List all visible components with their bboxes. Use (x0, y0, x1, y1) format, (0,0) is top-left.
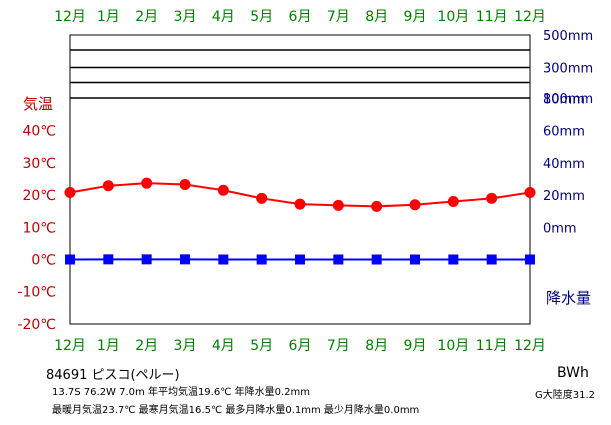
month-label-bottom: 8月 (365, 338, 388, 354)
plot-grid (70, 49, 530, 99)
top-month-labels: 12月 1月 2月 3月 4月 5月 6月 7月 8月 9月 10月 11月 12月 (54, 9, 546, 25)
precipitation-point (333, 254, 344, 265)
precipitation-tick-label: 40mm (543, 157, 585, 172)
precipitation-tick-label: 20mm (543, 189, 585, 204)
precipitation-point (525, 254, 535, 265)
temperature-point (217, 184, 229, 196)
plot-area-border (69, 34, 531, 325)
precipitation-tick-label: 300mm (543, 62, 593, 77)
month-label-top: 8月 (365, 9, 388, 25)
climate-classification: BWh (557, 365, 589, 381)
precipitation-point (65, 254, 75, 265)
month-label-top: 11月 (476, 9, 508, 25)
temperature-tick-label: 20℃ (22, 188, 56, 204)
temperature-point (64, 187, 76, 199)
precipitation-point (371, 254, 382, 265)
month-label-bottom: 4月 (212, 338, 235, 354)
month-label-top: 3月 (174, 9, 197, 25)
temperature-point (141, 177, 153, 189)
month-label-bottom: 1月 (97, 338, 120, 354)
precipitation-point (295, 254, 305, 265)
month-label-bottom: 11月 (476, 338, 508, 354)
bottom-month-labels: 12月 1月 2月 3月 4月 5月 6月 7月 8月 9月 10月 11月 12月 (54, 338, 546, 354)
precipitation-point (103, 254, 114, 265)
temperature-point (371, 200, 383, 212)
precipitation-point (486, 254, 497, 265)
month-label-top: 2月 (135, 9, 158, 25)
precipitation-tick-label: 60mm (543, 125, 585, 140)
month-label-top: 6月 (289, 9, 312, 25)
plot-frame (69, 34, 531, 325)
month-label-top: 5月 (250, 9, 273, 25)
temperature-point (294, 198, 306, 210)
data-series (64, 177, 536, 265)
temperature-point (524, 187, 536, 199)
precipitation-tick-label: 100mm (543, 92, 593, 107)
temperature-point (486, 192, 498, 204)
month-label-top: 7月 (327, 9, 350, 25)
month-label-top: 12月 (514, 9, 546, 25)
precipitation-point (218, 254, 229, 265)
precipitation-point (410, 254, 420, 265)
month-label-bottom: 2月 (135, 338, 158, 354)
precipitation-tick-label: 500mm (543, 29, 593, 44)
precipitation-point (180, 254, 190, 265)
precipitation-point (448, 254, 459, 265)
temperature-tick-label: 40℃ (22, 124, 56, 140)
station-coordinates-line: 13.7S 76.2W 7.0m 年平均気温19.6℃ 年降水量0.2mm (52, 387, 311, 398)
temperature-point (409, 199, 421, 211)
temperature-tick-label: 10℃ (22, 220, 56, 236)
month-label-bottom: 5月 (250, 338, 273, 354)
month-label-top: 12月 (54, 9, 86, 25)
month-label-top: 4月 (212, 9, 235, 25)
month-label-bottom: 10月 (437, 338, 469, 354)
month-label-bottom: 6月 (289, 338, 312, 354)
precipitation-point (141, 254, 152, 265)
month-label-top: 10月 (437, 9, 469, 25)
temperature-point (332, 199, 344, 211)
month-label-bottom: 7月 (327, 338, 350, 354)
month-label-bottom: 12月 (514, 338, 546, 354)
precipitation-axis-title: 降水量 (546, 289, 591, 307)
temperature-point (447, 196, 459, 208)
month-label-bottom: 9月 (404, 338, 427, 354)
month-label-bottom: 3月 (174, 338, 197, 354)
precipitation-point (256, 254, 267, 265)
temperature-axis: 気温 40℃ 30℃ 20℃ 10℃ 0℃ -10℃ -20℃ (17, 95, 56, 333)
temperature-tick-label: 30℃ (22, 156, 56, 172)
station-extremes-line: 最暖月気温23.7℃ 最寒月気温16.5℃ 最多月降水量0.1mm 最少月降水量… (52, 405, 420, 416)
temperature-point (256, 192, 268, 204)
climate-chart: 12月 1月 2月 3月 4月 5月 6月 7月 8月 9月 10月 11月 12月 12月 1月 2月 3月… (17, 9, 593, 354)
temperature-point (102, 180, 114, 192)
temperature-tick-label: -10℃ (17, 285, 56, 301)
month-label-top: 9月 (404, 9, 427, 25)
station-header: 84691 ピスコ(ペルー) (46, 368, 180, 383)
temperature-axis-title: 気温 (23, 95, 53, 113)
temperature-tick-label: -20℃ (17, 317, 56, 333)
precipitation-tick-label: 0mm (543, 221, 577, 236)
continentality-index: G大陸度31.2 (535, 390, 596, 401)
temperature-point (179, 178, 191, 190)
precipitation-tick-label: 80mm (543, 93, 585, 108)
temperature-tick-label: 0℃ (31, 253, 56, 269)
month-label-top: 1月 (97, 9, 120, 25)
month-label-bottom: 12月 (54, 338, 86, 354)
